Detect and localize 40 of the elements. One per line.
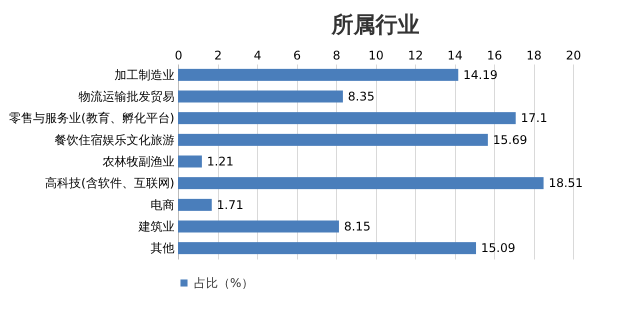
bar [178,134,488,146]
data-label: 1.71 [216,198,244,212]
data-label: 8.15 [344,220,371,234]
x-tick-label: 4 [254,48,262,62]
bar [178,90,343,102]
x-tick-label: 20 [566,48,582,62]
y-tick-label: 物流运输批发贸易 [78,90,174,104]
bar [178,220,339,232]
x-tick-label: 16 [486,48,502,62]
chart-title: 所属行业 [330,13,420,38]
x-tick-label: 12 [408,48,424,62]
y-tick-label: 加工制造业 [114,68,174,82]
data-label: 18.51 [548,176,583,190]
x-tick-label: 14 [447,48,463,62]
y-tick-label: 高科技(含软件、互联网) [45,176,174,190]
data-label: 14.19 [463,68,498,82]
x-tick-label: 10 [368,48,384,62]
bar [178,112,516,124]
data-label: 15.69 [492,132,528,147]
data-label: 17.1 [520,111,548,126]
data-label: 1.21 [206,154,234,168]
data-label: 15.09 [481,241,516,256]
bar [178,177,544,190]
y-tick-label: 零售与服务业(教育、孵化平台) [9,111,174,126]
bar [178,198,212,211]
bar [178,68,458,81]
x-tick-label: 0 [174,48,182,62]
bar [178,156,202,168]
y-tick-label: 电商 [150,198,174,212]
x-tick-label: 6 [293,48,301,62]
y-tick-label: 建筑业 [138,220,174,234]
bar [178,242,476,254]
y-tick-label: 餐饮住宿娱乐文化旅游 [54,132,174,147]
legend-label: 占比（%） [194,276,254,290]
x-tick-label: 18 [526,48,542,62]
x-tick-label: 8 [332,48,340,62]
y-tick-label: 其他 [150,241,174,256]
data-label: 8.35 [348,90,375,104]
x-tick-label: 2 [214,48,222,62]
y-tick-label: 农林牧副渔业 [102,154,174,168]
